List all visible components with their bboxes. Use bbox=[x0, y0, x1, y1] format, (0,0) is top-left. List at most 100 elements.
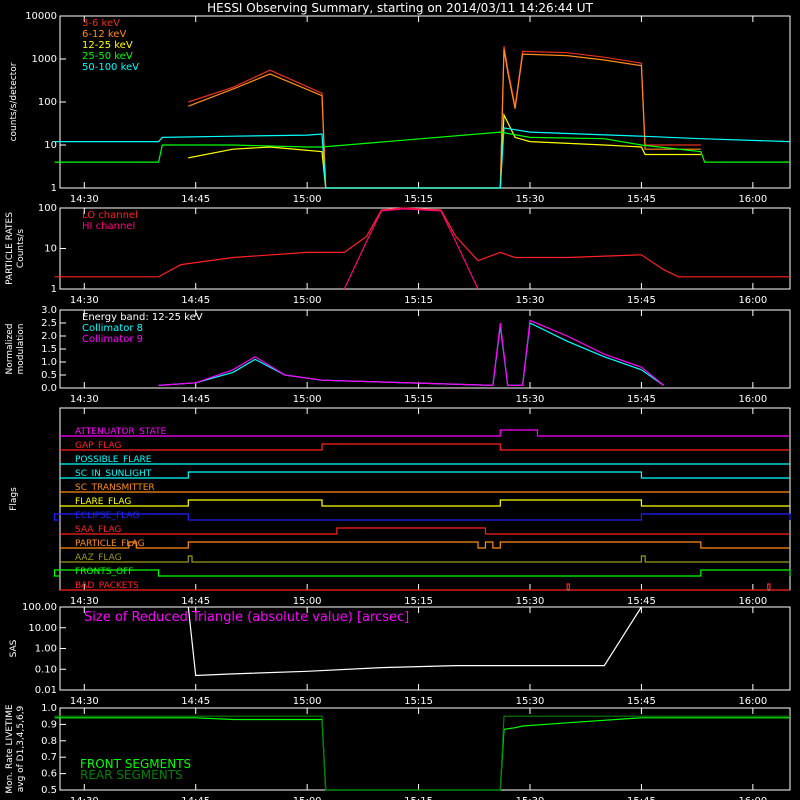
legend-entry: 12-25 keV bbox=[82, 40, 133, 51]
flag-trace bbox=[60, 583, 790, 591]
x-tick-label: 15:45 bbox=[627, 394, 656, 405]
flag-label: ATTENUATOR_STATE bbox=[75, 427, 167, 437]
series-line bbox=[158, 322, 665, 387]
x-tick-label: 15:00 bbox=[293, 194, 322, 205]
x-tick-label: 14:45 bbox=[181, 394, 210, 405]
flag-label: PARTICLE_FLAG bbox=[75, 539, 145, 549]
flag-label: FRONTS_OFF bbox=[75, 567, 133, 577]
x-tick-label: 14:30 bbox=[70, 295, 99, 306]
x-tick-label: 15:15 bbox=[404, 295, 433, 306]
x-tick-label: 16:00 bbox=[738, 194, 767, 205]
y-tick-label: 10.00 bbox=[28, 623, 57, 634]
legend-entry: HI channel bbox=[82, 221, 135, 232]
legend-entry: REAR SEGMENTS bbox=[80, 768, 183, 782]
x-tick-label: 16:00 bbox=[738, 596, 767, 607]
figure-title: HESSI Observing Summary, starting on 201… bbox=[207, 1, 593, 15]
y-axis-label-secondary: avg of D1,3,4,5,6,9 bbox=[16, 705, 26, 792]
x-tick-label: 15:15 bbox=[404, 394, 433, 405]
x-tick-label: 15:45 bbox=[627, 696, 656, 707]
x-tick-label: 15:30 bbox=[516, 394, 545, 405]
x-tick-label: 14:30 bbox=[70, 194, 99, 205]
flag-label: BAD_PACKETS bbox=[75, 581, 139, 591]
y-axis-label-secondary: Counts/s bbox=[16, 229, 26, 268]
panel-annotation: Energy band: 12-25 keV bbox=[82, 312, 203, 323]
y-axis-label: SAS bbox=[9, 639, 19, 657]
legend-entry: 50-100 keV bbox=[82, 62, 139, 73]
y-tick-label: 1.0 bbox=[41, 703, 57, 714]
legend-entry: Collimator 8 bbox=[82, 323, 143, 334]
flag-trace bbox=[60, 555, 790, 563]
y-tick-label: 1 bbox=[51, 183, 57, 194]
flag-trace bbox=[60, 499, 790, 507]
panel-flags: 14:30 14:45 15:00 15:15 15:30 15:45 16:00 Flags… bbox=[9, 407, 791, 607]
panel-frame bbox=[59, 407, 791, 591]
y-axis-label: Normalized bbox=[5, 323, 15, 374]
legend-entry: 3-6 keV bbox=[82, 18, 120, 29]
y-axis-label: counts/s/detector bbox=[9, 62, 19, 141]
flag-trace bbox=[60, 429, 790, 437]
x-tick-label: 14:45 bbox=[181, 194, 210, 205]
x-tick-label: 16:00 bbox=[738, 696, 767, 707]
y-tick-label: 2.0 bbox=[41, 331, 57, 342]
y-tick-label: 0.5 bbox=[41, 785, 57, 796]
x-tick-label: 15:00 bbox=[293, 696, 322, 707]
y-axis-label: Flags bbox=[9, 487, 19, 511]
y-axis-label: PARTICLE RATES bbox=[5, 212, 15, 285]
series-line bbox=[54, 131, 790, 163]
x-tick-label: 15:00 bbox=[293, 796, 322, 800]
legend-entry: FRONT SEGMENTS bbox=[80, 757, 191, 771]
x-tick-label: 14:45 bbox=[181, 596, 210, 607]
x-tick-label: 15:15 bbox=[404, 596, 433, 607]
series-line bbox=[187, 606, 642, 677]
series-line bbox=[188, 49, 701, 189]
panel-count-rates: 14:30 14:45 15:00 15:15 15:30 15:45 16:00 1 10 10… bbox=[9, 11, 791, 205]
flag-trace bbox=[60, 443, 790, 451]
y-tick-label: 0.5 bbox=[41, 370, 57, 381]
flag-label: FLARE_FLAG bbox=[75, 497, 131, 507]
panel-particle-rates: 14:30 14:45 15:00 15:15 15:30 15:45 16:00 1 10 10… bbox=[5, 203, 791, 306]
flag-trace bbox=[60, 527, 790, 535]
x-tick-label: 15:45 bbox=[627, 194, 656, 205]
flag-trace bbox=[53, 513, 791, 521]
x-tick-label: 15:15 bbox=[404, 796, 433, 800]
y-tick-label: 10 bbox=[44, 244, 57, 255]
y-tick-label: 0.0 bbox=[41, 383, 57, 394]
y-tick-label: 1.5 bbox=[41, 344, 57, 355]
x-tick-label: 15:00 bbox=[293, 394, 322, 405]
y-tick-label: 1000 bbox=[32, 54, 57, 65]
y-tick-label: 100.00 bbox=[22, 602, 57, 613]
x-tick-label: 14:30 bbox=[70, 696, 99, 707]
panel-modulation: 14:30 14:45 15:00 15:15 15:30 15:45 16:00 0.0 0.… bbox=[5, 305, 791, 405]
flag-label: SC_TRANSMITTER bbox=[75, 483, 155, 493]
x-tick-label: 15:30 bbox=[516, 596, 545, 607]
x-tick-label: 14:30 bbox=[70, 796, 99, 800]
y-tick-label: 0.01 bbox=[35, 685, 57, 696]
x-tick-label: 14:45 bbox=[181, 295, 210, 306]
x-tick-label: 15:45 bbox=[627, 796, 656, 800]
y-tick-label: 2.5 bbox=[41, 318, 57, 329]
x-tick-label: 14:45 bbox=[181, 796, 210, 800]
y-axis-label-secondary: modulation bbox=[16, 324, 26, 375]
y-tick-label: 3.0 bbox=[41, 305, 57, 316]
flag-trace bbox=[60, 471, 790, 479]
series-line bbox=[188, 112, 701, 189]
flag-label: SC_IN_SUNLIGHT bbox=[75, 469, 152, 479]
y-tick-label: 0.7 bbox=[41, 752, 57, 763]
x-tick-label: 15:45 bbox=[627, 295, 656, 306]
x-tick-label: 15:00 bbox=[293, 596, 322, 607]
legend-entry: 6-12 keV bbox=[82, 29, 126, 40]
legend-entry: 25-50 keV bbox=[82, 51, 133, 62]
x-tick-label: 16:00 bbox=[738, 394, 767, 405]
flag-label: SAA_FLAG bbox=[75, 525, 121, 535]
y-tick-label: 1.00 bbox=[35, 644, 57, 655]
y-tick-label: 100 bbox=[38, 97, 57, 108]
y-tick-label: 10 bbox=[44, 140, 57, 151]
panel-sas: 14:30 14:45 15:00 15:15 15:30 15:45 16:00 0.01 0… bbox=[9, 602, 791, 707]
x-tick-label: 16:00 bbox=[738, 796, 767, 800]
x-tick-label: 14:30 bbox=[70, 394, 99, 405]
y-tick-label: 0.8 bbox=[41, 736, 57, 747]
y-tick-label: 0.9 bbox=[41, 719, 57, 730]
y-tick-label: 0.6 bbox=[41, 769, 57, 780]
legend-entry: LO channel bbox=[82, 210, 138, 221]
